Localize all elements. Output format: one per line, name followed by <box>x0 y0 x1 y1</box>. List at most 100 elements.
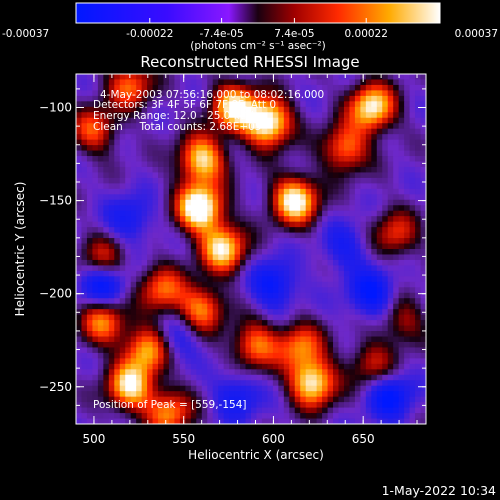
heatmap-cell <box>398 90 405 97</box>
heatmap-cell <box>376 106 383 113</box>
heatmap-cell <box>289 369 296 376</box>
heatmap-cell <box>289 358 296 365</box>
heatmap-cell <box>387 418 394 425</box>
heatmap-cell <box>376 238 383 244</box>
heatmap-cell <box>245 347 252 354</box>
heatmap-cell <box>125 369 132 376</box>
heatmap-cell <box>393 287 400 294</box>
heatmap-cell <box>168 259 175 266</box>
heatmap-cell <box>311 156 318 162</box>
heatmap-cell <box>420 90 427 97</box>
heatmap-cell <box>174 210 181 217</box>
heatmap-cell <box>404 205 410 212</box>
heatmap-cell <box>141 265 148 272</box>
heatmap-cell <box>212 150 219 157</box>
heatmap-cell <box>409 358 416 365</box>
heatmap-cell <box>158 249 164 255</box>
heatmap-cell <box>229 145 235 151</box>
heatmap-cell <box>415 139 421 146</box>
heatmap-cell <box>212 270 219 277</box>
heatmap-cell <box>207 216 214 223</box>
heatmap-cell <box>190 112 197 119</box>
heatmap-cell <box>398 320 405 326</box>
heatmap-cell <box>174 199 181 206</box>
heatmap-cell <box>158 123 164 130</box>
heatmap-cell <box>152 117 159 124</box>
heatmap-cell <box>283 95 290 102</box>
heatmap-cell <box>294 281 301 288</box>
heatmap-cell <box>125 216 132 223</box>
heatmap-cell <box>147 385 153 392</box>
heatmap-cell <box>196 150 203 157</box>
heatmap-cell <box>354 227 361 233</box>
heatmap-cell <box>97 90 104 97</box>
heatmap-cell <box>305 74 312 80</box>
heatmap-cell <box>130 325 137 332</box>
heatmap-cell <box>114 309 121 316</box>
heatmap-cell <box>409 166 416 173</box>
heatmap-cell <box>267 188 274 195</box>
heatmap-cell <box>349 90 356 97</box>
heatmap-cell <box>294 385 301 392</box>
x-tick-label: 600 <box>262 432 285 446</box>
heatmap-cell <box>103 243 110 250</box>
heatmap-cell <box>119 281 126 288</box>
heatmap-cell <box>168 418 175 425</box>
heatmap-cell <box>327 183 334 190</box>
heatmap-cell <box>272 183 279 190</box>
heatmap-cell <box>218 79 225 86</box>
heatmap-cell <box>223 112 230 119</box>
heatmap-cell <box>185 281 192 288</box>
heatmap-cell <box>387 352 394 359</box>
heatmap-cell <box>305 259 312 266</box>
heatmap-cell <box>147 292 153 299</box>
heatmap-cell <box>163 145 170 151</box>
heatmap-cell <box>152 309 159 316</box>
heatmap-cell <box>92 79 99 86</box>
heatmap-cell <box>174 298 181 305</box>
heatmap-cell <box>196 336 203 343</box>
heatmap-cell <box>387 292 394 299</box>
heatmap-cell <box>415 374 421 381</box>
heatmap-cell <box>404 145 410 151</box>
heatmap-cell <box>382 396 389 403</box>
heatmap-cell <box>267 74 274 80</box>
heatmap-cell <box>185 150 192 157</box>
heatmap-cell <box>76 270 82 277</box>
heatmap-cell <box>97 358 104 365</box>
heatmap-cell <box>130 145 137 151</box>
heatmap-cell <box>409 374 416 381</box>
heatmap-cell <box>371 374 378 381</box>
heatmap-cell <box>404 380 410 387</box>
heatmap-cell <box>251 347 257 354</box>
heatmap-cell <box>261 249 268 255</box>
heatmap-cell <box>223 117 230 124</box>
heatmap-cell <box>125 79 132 86</box>
heatmap-cell <box>174 309 181 316</box>
heatmap-cell <box>168 172 175 179</box>
heatmap-cell <box>114 249 121 255</box>
heatmap-cell <box>212 385 219 392</box>
heatmap-cell <box>382 380 389 387</box>
heatmap-cell <box>343 407 350 414</box>
heatmap-cell <box>316 314 323 321</box>
heatmap-cell <box>251 84 257 91</box>
heatmap-cell <box>229 139 235 146</box>
heatmap-cell <box>409 341 416 348</box>
heatmap-cell <box>141 166 148 173</box>
heatmap-cell <box>196 347 203 354</box>
heatmap-cell <box>97 303 104 310</box>
heatmap-cell <box>240 352 246 359</box>
heatmap-cell <box>81 221 88 228</box>
heatmap-cell <box>371 90 378 97</box>
heatmap-cell <box>163 281 170 288</box>
heatmap-cell <box>409 210 416 217</box>
heatmap-cell <box>333 84 339 91</box>
heatmap-cell <box>251 150 257 157</box>
heatmap-cell <box>245 95 252 102</box>
heatmap-cell <box>333 106 339 113</box>
heatmap-cell <box>218 150 225 157</box>
heatmap-cell <box>272 331 279 337</box>
heatmap-cell <box>256 188 263 195</box>
heatmap-cell <box>207 270 214 277</box>
